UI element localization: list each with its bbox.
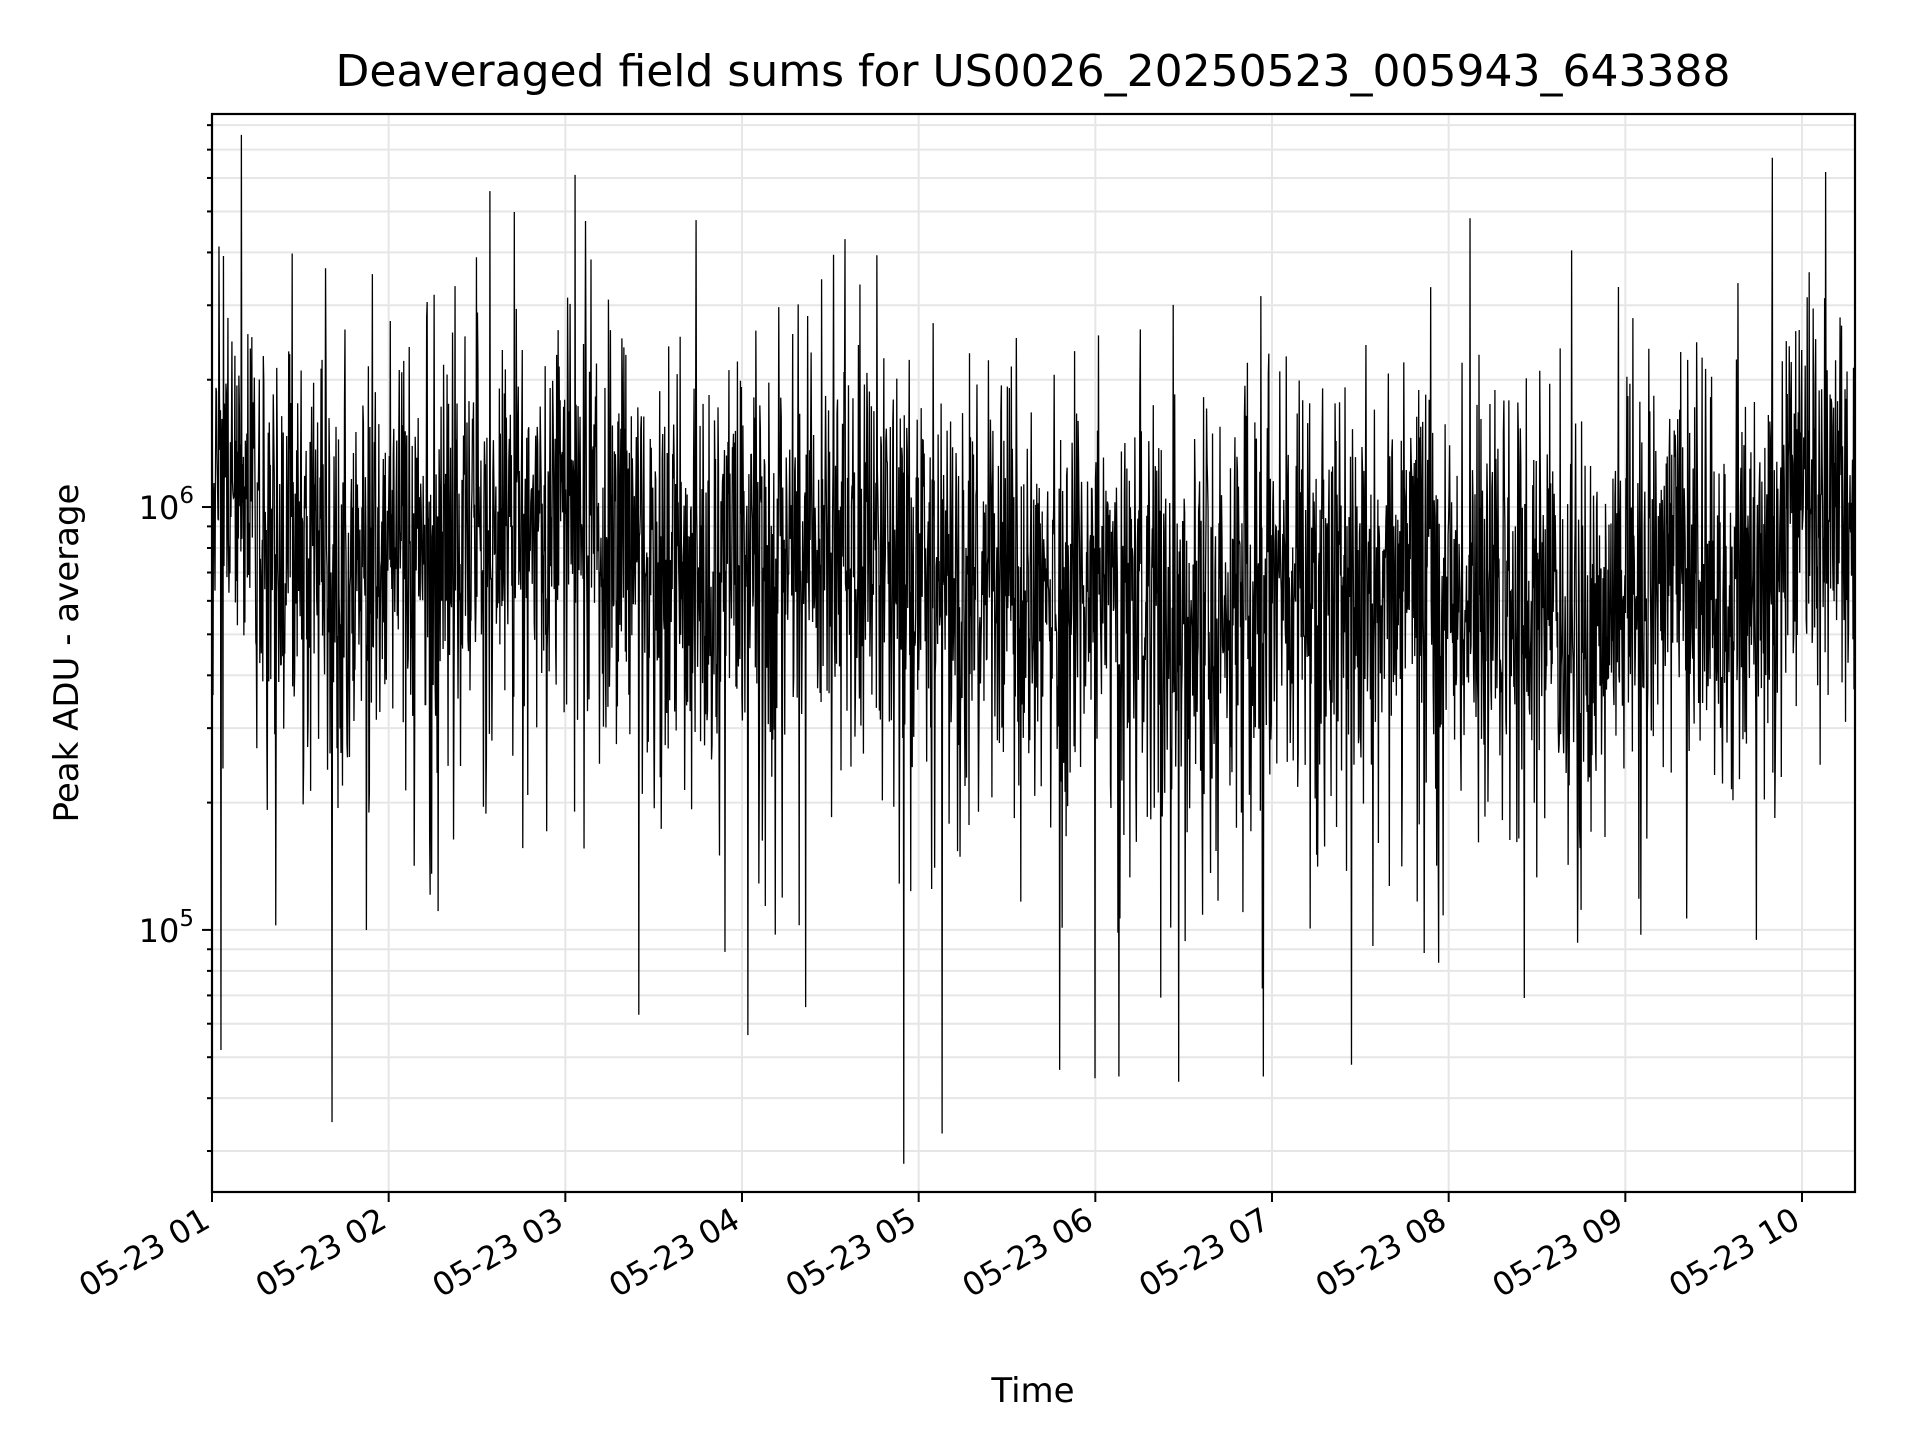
x-axis-label: Time	[990, 1371, 1074, 1411]
y-axis-label: Peak ADU - average	[47, 484, 87, 823]
chart-title: Deaveraged field sums for US0026_2025052…	[336, 46, 1731, 97]
